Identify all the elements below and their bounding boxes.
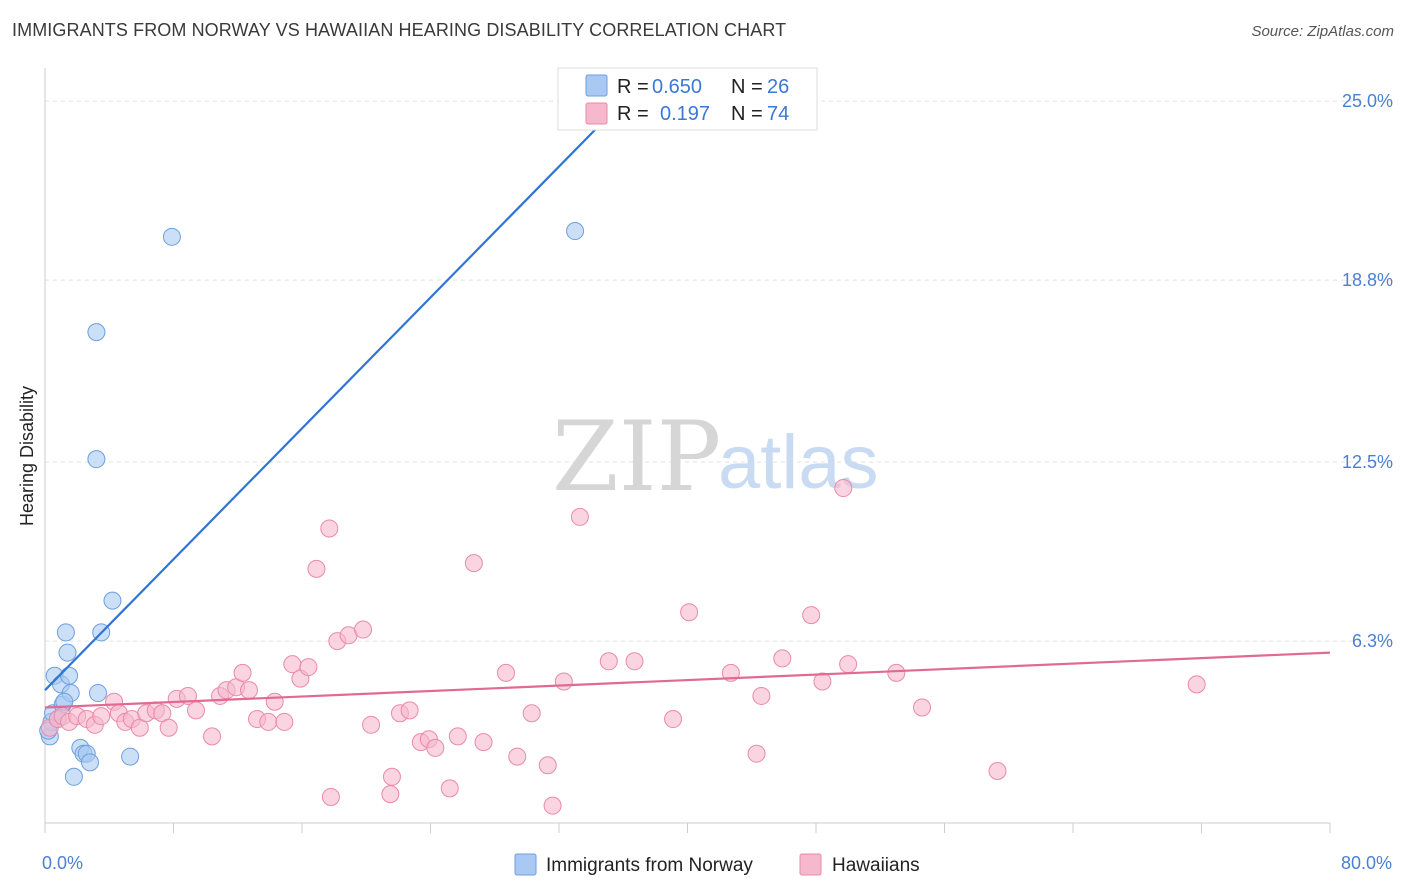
y-tick-label: 6.3% [1352,631,1393,651]
point-hawaiians [664,710,683,729]
point-hawaiians [747,744,766,763]
y-tick-label: 25.0% [1342,91,1393,111]
point-hawaiians [239,681,258,700]
legend-r-label-norway: R = [617,76,649,98]
point-hawaiians [773,649,792,668]
watermark-zip: ZIP [552,401,721,513]
point-hawaiians [159,718,178,737]
point-norway [64,767,83,786]
point-norway [56,623,75,642]
point-hawaiians [381,785,400,804]
point-norway [87,323,106,342]
legend-r-label-hawaiians: R = [617,103,649,125]
point-hawaiians [538,756,557,775]
x-tick-label: 0.0% [42,853,83,873]
point-norway [87,450,106,469]
point-norway [103,591,122,610]
legend-n-value-hawaiians: 74 [767,103,789,125]
point-norway [80,753,99,772]
point-hawaiians [464,554,483,573]
point-hawaiians [426,738,445,757]
legend-swatch-hawaiians [585,102,608,125]
series-legend-swatch-norway [514,853,537,876]
point-norway [566,222,585,241]
point-hawaiians [92,707,111,726]
point-norway [162,227,181,246]
point-hawaiians [1187,675,1206,694]
point-hawaiians [887,663,906,682]
point-hawaiians [599,652,618,671]
series-legend-swatch-hawaiians [799,853,822,876]
legend-r-value-norway: 0.650 [652,76,702,98]
series-legend-label-hawaiians: Hawaiians [832,855,920,876]
point-hawaiians [354,620,373,639]
point-hawaiians [259,712,278,731]
watermark-atlas: atlas [718,420,879,505]
trend-line-hawaiians [44,651,1331,709]
trend-lines [44,100,1331,709]
point-hawaiians [440,779,459,798]
point-hawaiians [362,715,381,734]
point-hawaiians [554,672,573,691]
tick-labels: 6.3% 12.5% 18.8% 25.0% 0.0% 80.0% [42,91,1393,873]
correlation-legend: R = 0.650 N = 26 R = 0.197 N = 74 [557,67,818,131]
point-hawaiians [988,762,1007,781]
point-hawaiians [813,672,832,691]
x-tick-label: 80.0% [1341,853,1392,873]
source-label: Source: ZipAtlas.com [1251,23,1394,40]
legend-swatch-norway [585,74,608,97]
point-hawaiians [321,788,340,807]
legend-n-value-norway: 26 [767,76,789,98]
y-tick-label: 18.8% [1342,270,1393,290]
point-hawaiians [913,698,932,717]
point-norway [58,643,77,662]
point-hawaiians [400,701,419,720]
series-legend: Immigrants from Norway Hawaiians [514,853,920,876]
point-hawaiians [320,519,339,538]
point-hawaiians [752,686,771,705]
point-hawaiians [299,658,318,677]
point-hawaiians [307,559,326,578]
y-axis-label: Hearing Disability [17,386,37,526]
point-hawaiians [265,692,284,711]
axes [44,68,1331,833]
point-hawaiians [508,747,527,766]
point-norway [89,684,108,703]
point-hawaiians [496,663,515,682]
point-hawaiians [186,701,205,720]
point-hawaiians [233,663,252,682]
point-hawaiians [522,704,541,723]
point-hawaiians [680,603,699,622]
point-hawaiians [625,652,644,671]
grid [45,100,1392,642]
point-hawaiians [382,767,401,786]
point-hawaiians [275,712,294,731]
point-norway [60,666,79,685]
point-hawaiians [570,507,589,526]
y-tick-label: 12.5% [1342,452,1393,472]
point-hawaiians [839,655,858,674]
watermark: ZIP atlas [552,401,879,513]
series-legend-label-norway: Immigrants from Norway [546,855,753,876]
point-hawaiians [802,606,821,625]
point-norway [121,747,140,766]
trend-line-norway [44,100,625,691]
legend-n-label-norway: N = [731,76,763,98]
legend-r-value-hawaiians: 0.197 [660,103,710,125]
point-hawaiians [203,727,222,746]
legend-n-label-hawaiians: N = [731,103,763,125]
point-hawaiians [448,727,467,746]
point-hawaiians [543,796,562,815]
point-hawaiians [834,479,853,498]
chart-title: IMMIGRANTS FROM NORWAY VS HAWAIIAN HEARI… [12,20,787,40]
point-hawaiians [474,733,493,752]
